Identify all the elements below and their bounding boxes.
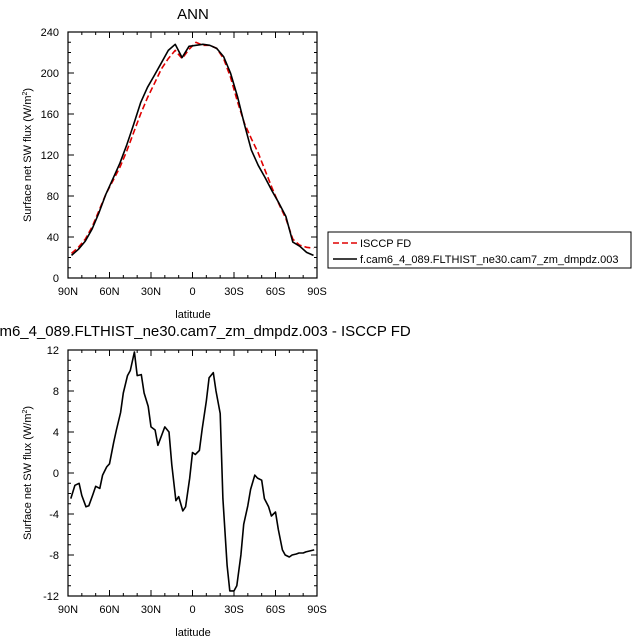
bottom-panel-title: f.cam6_4_089.FLTHIST_ne30.cam7_zm_dmpdz.… xyxy=(0,323,411,340)
top-x-tick-label: 90S xyxy=(307,286,327,298)
bottom-y-tick-label: -4 xyxy=(49,509,59,521)
bottom-y-axis-label-exponent: 2 xyxy=(22,410,29,414)
top-x-tick-label: 60S xyxy=(266,286,286,298)
bottom-series-line-cam xyxy=(70,351,315,592)
top-y-axis-label-text: Surface net SW flux (W/m xyxy=(22,96,34,223)
top-y-axis-label-close: ) xyxy=(22,88,34,92)
bottom-panel: f.cam6_4_089.FLTHIST_ne30.cam7_zm_dmpdz.… xyxy=(0,323,411,639)
bottom-y-axis-label-text: Surface net SW flux (W/m xyxy=(22,414,34,541)
top-axis-ticks: 90N 60N 30N 0 30S 60S 90S 0 40 80 120 160 200 240 xyxy=(41,27,327,298)
top-series-lines xyxy=(70,41,314,257)
bottom-y-tick-label: 4 xyxy=(53,427,59,439)
bottom-y-axis-label: Surface net SW flux (W/m2) xyxy=(22,406,34,540)
top-series-line-cam xyxy=(70,43,314,257)
bottom-x-tick-label: 60S xyxy=(266,604,286,616)
bottom-plot-frame xyxy=(67,349,318,597)
bottom-x-tick-label: 90N xyxy=(58,604,78,616)
top-y-tick-label: 200 xyxy=(41,68,59,80)
bottom-y-axis-label-close: ) xyxy=(22,406,34,410)
top-x-tick-label: 90N xyxy=(58,286,78,298)
bottom-y-tick-label: -12 xyxy=(43,591,59,603)
top-y-tick-label: 160 xyxy=(41,109,59,121)
top-panel-title: ANN xyxy=(177,6,209,23)
bottom-y-tick-label: -8 xyxy=(49,550,59,562)
bottom-y-tick-label: 12 xyxy=(47,345,59,357)
bottom-x-tick-label: 30N xyxy=(141,604,161,616)
top-y-axis-label-exponent: 2 xyxy=(22,92,29,96)
bottom-x-axis-label: latitude xyxy=(175,627,210,639)
bottom-axis-ticks: 90N 60N 30N 0 30S 60S 90S -12 -8 -4 0 4 8 12 xyxy=(43,345,327,616)
bottom-x-tick-label: 60N xyxy=(99,604,119,616)
top-panel: ANN 90N 60N 30N 0 30S 60S 90S 0 40 80 120 160 200 240… xyxy=(22,6,327,321)
top-y-axis-label: Surface net SW flux (W/m2) xyxy=(22,88,34,222)
top-x-tick-label: 30N xyxy=(141,286,161,298)
legend: ISCCP FD f.cam6_4_089.FLTHIST_ne30.cam7_… xyxy=(327,231,632,269)
bottom-x-tick-label: 90S xyxy=(307,604,327,616)
legend-box xyxy=(327,231,632,269)
top-y-tick-label: 80 xyxy=(47,191,59,203)
top-x-tick-label: 30S xyxy=(224,286,244,298)
bottom-x-tick-label: 0 xyxy=(189,604,195,616)
top-x-axis-label: latitude xyxy=(175,309,210,321)
top-series-line-isccp xyxy=(70,41,314,254)
top-x-tick-label: 0 xyxy=(189,286,195,298)
top-x-tick-label: 60N xyxy=(99,286,119,298)
top-y-tick-label: 240 xyxy=(41,27,59,39)
top-y-tick-label: 0 xyxy=(53,273,59,285)
top-y-tick-label: 40 xyxy=(47,232,59,244)
top-plot-frame xyxy=(67,31,318,279)
legend-isccp-label: ISCCP FD xyxy=(360,238,411,250)
bottom-x-tick-label: 30S xyxy=(224,604,244,616)
bottom-series-lines xyxy=(70,351,315,592)
bottom-y-tick-label: 8 xyxy=(53,386,59,398)
legend-cam-label: f.cam6_4_089.FLTHIST_ne30.cam7_zm_dmpdz.… xyxy=(360,254,618,266)
bottom-y-tick-label: 0 xyxy=(53,468,59,480)
top-y-tick-label: 120 xyxy=(41,150,59,162)
